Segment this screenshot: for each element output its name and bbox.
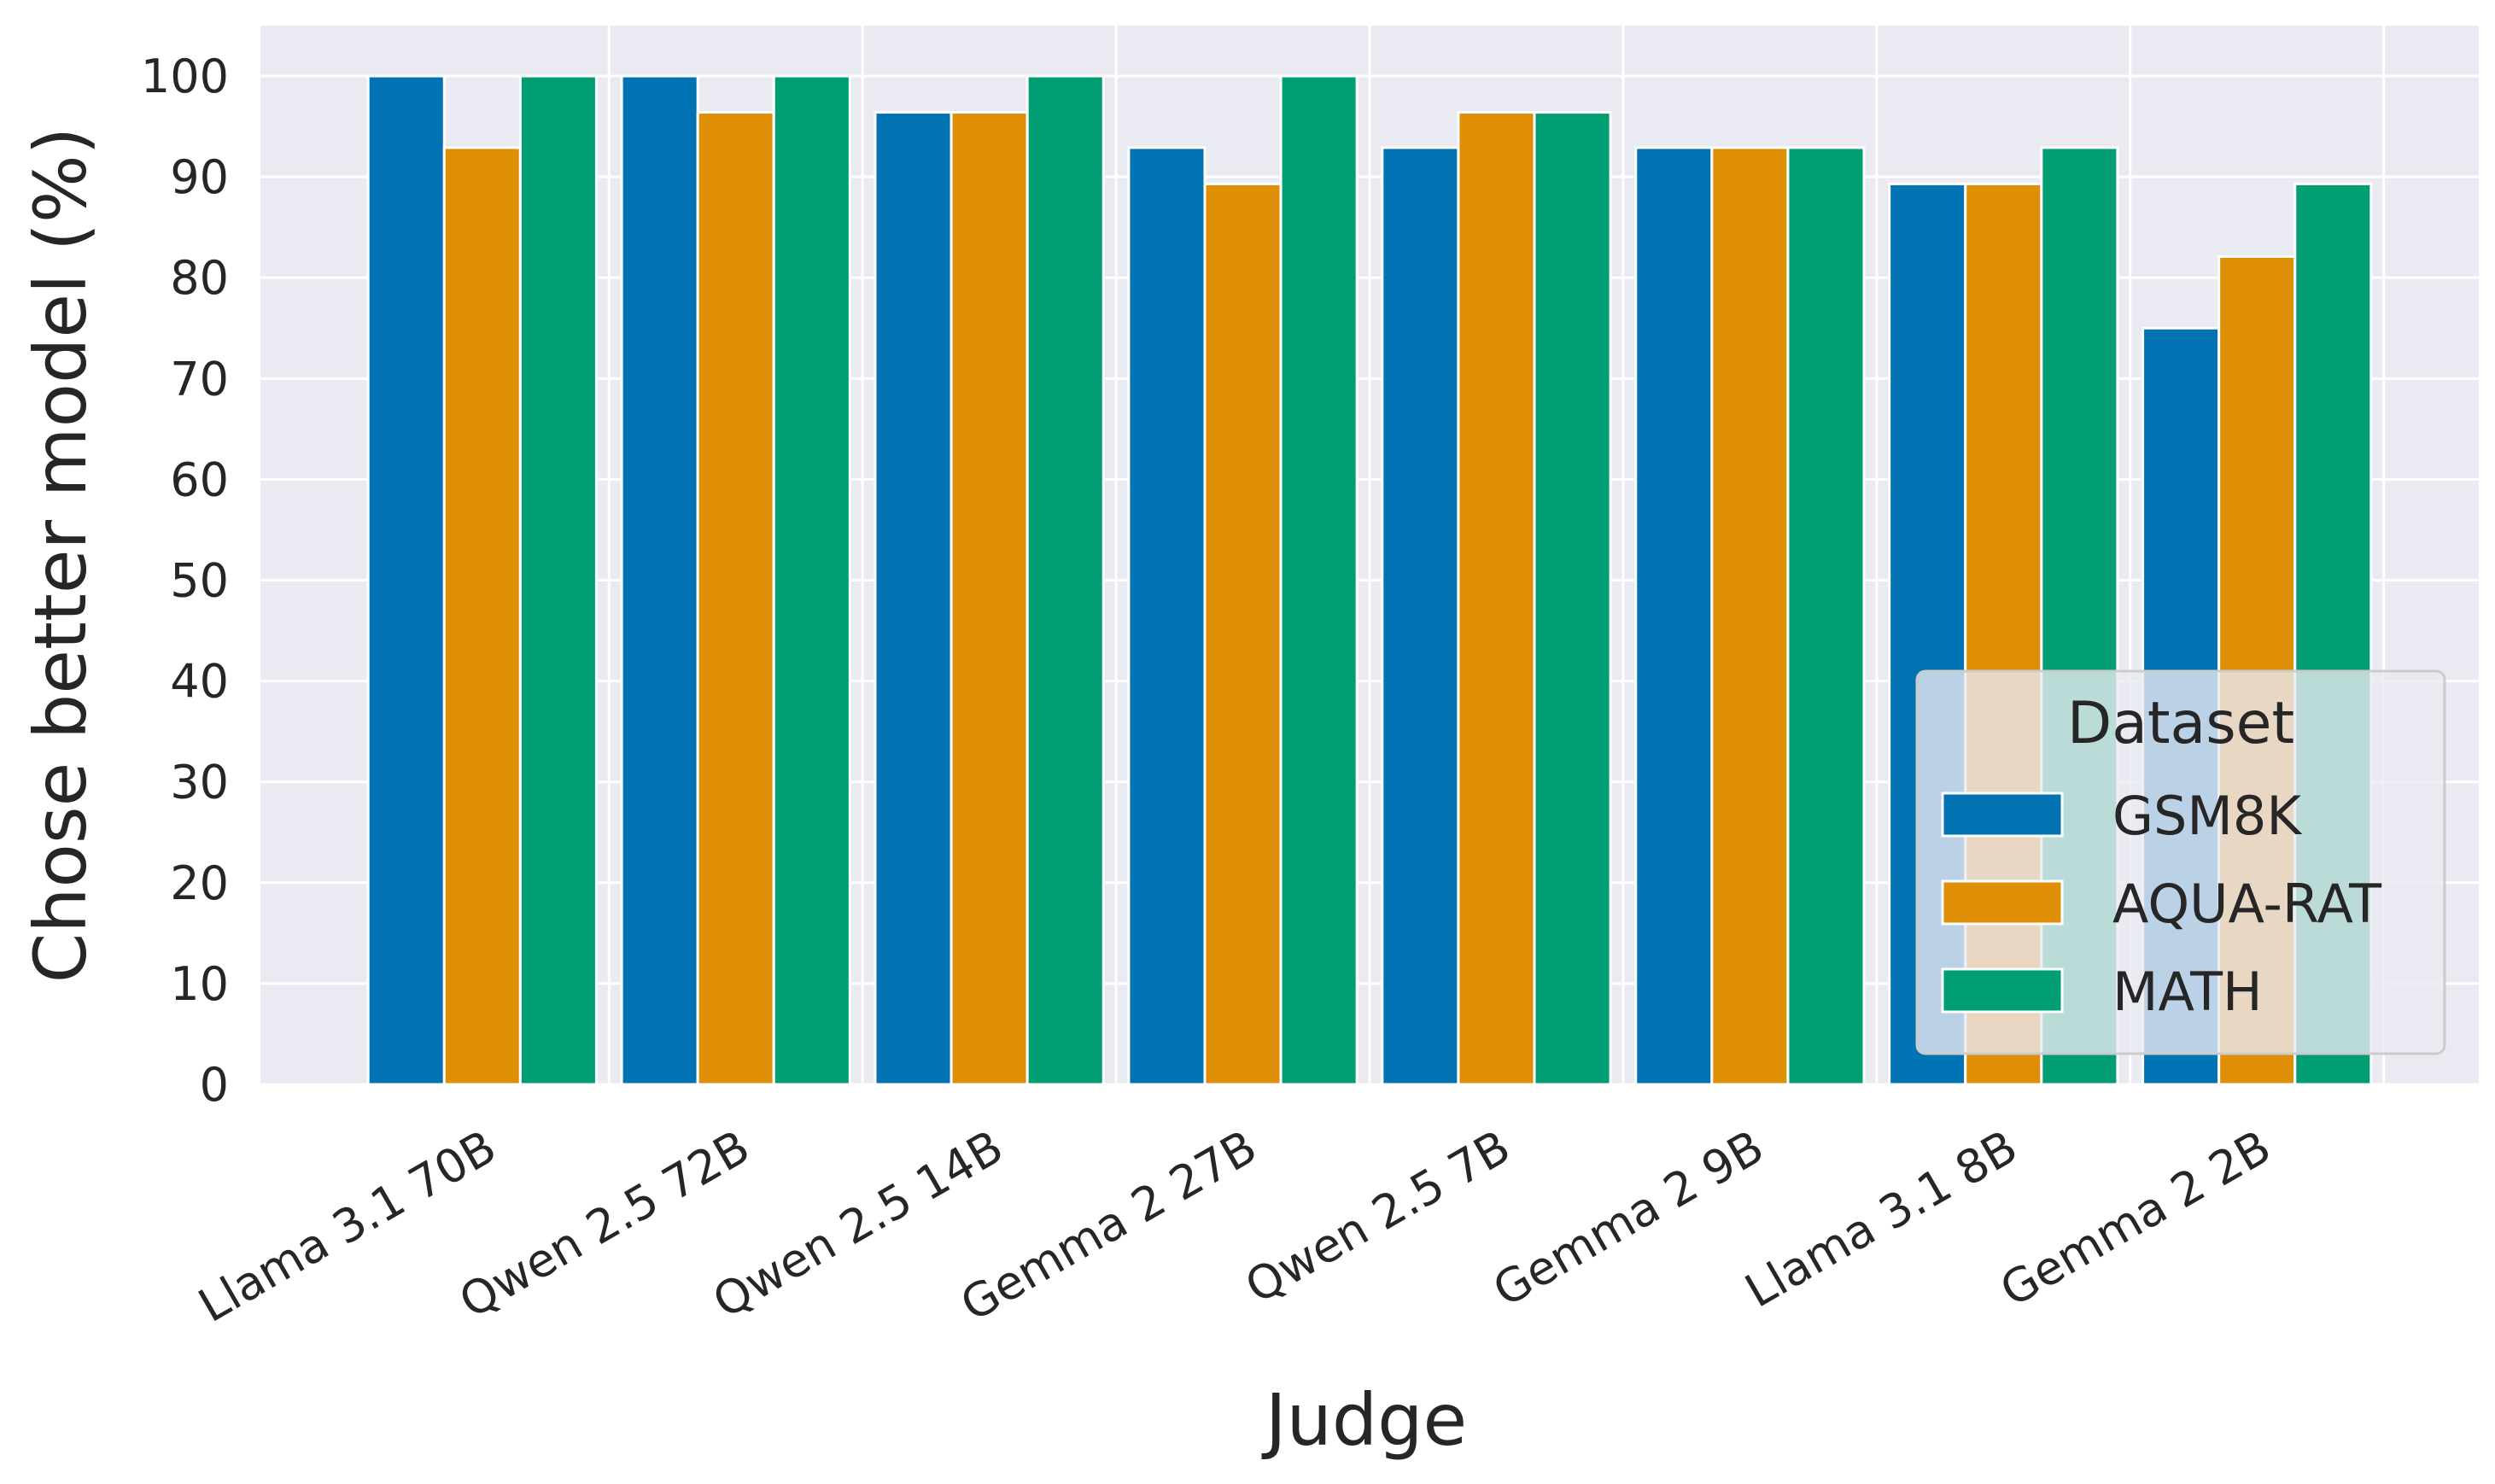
legend-label-gsm8k: GSM8K	[2112, 785, 2302, 847]
bar-aqua-rat-gemma-2-9b	[1710, 146, 1790, 1086]
legend-box	[1915, 669, 2446, 1055]
y-tick-label: 30	[170, 756, 229, 809]
bar-math-qwen-2-5-14b	[1025, 74, 1105, 1086]
legend-entries: GSM8K AQUA-RAT MATH	[1941, 785, 2382, 1023]
x-tick-label: Llama 3.1 8B	[1736, 1119, 2025, 1317]
bar-math-llama-3-1-70b	[518, 74, 598, 1086]
bar-gsm8k-qwen-2-5-72b	[620, 74, 699, 1086]
legend-title: Dataset	[2067, 690, 2294, 757]
bar-gsm8k-qwen-2-5-14b	[874, 111, 953, 1086]
x-axis-title: Judge	[1261, 1378, 1467, 1462]
legend-label-aqua-rat: AQUA-RAT	[2112, 873, 2382, 935]
y-tick-labels: 0 10 20 30 40 50 60 70 80 90 100	[141, 50, 229, 1112]
y-tick-label: 50	[170, 554, 229, 608]
x-tick-label: Llama 3.1 70B	[190, 1119, 505, 1332]
y-tick-label: 60	[170, 453, 229, 506]
bar-math-gemma-2-9b	[1786, 146, 1866, 1086]
bar-gsm8k-gemma-2-9b	[1634, 146, 1714, 1086]
legend: Dataset GSM8K AQUA-RAT MATH	[1915, 669, 2446, 1055]
bar-gsm8k-gemma-2-27b	[1127, 146, 1207, 1086]
bar-aqua-rat-llama-3-1-70b	[442, 146, 522, 1086]
legend-swatch-aqua-rat	[1941, 879, 2064, 926]
y-tick-label: 100	[141, 50, 229, 103]
bar-math-qwen-2-5-7b	[1533, 111, 1612, 1086]
y-tick-label: 40	[170, 655, 229, 709]
y-tick-label: 90	[170, 150, 229, 204]
bar-gsm8k-qwen-2-5-7b	[1381, 146, 1460, 1086]
x-tick-label: Gemma 2 2B	[1991, 1119, 2280, 1317]
y-axis-title: Chose better model (%)	[19, 127, 102, 984]
legend-swatch-gsm8k	[1941, 792, 2064, 838]
legend-swatch-math	[1941, 967, 2064, 1014]
bar-aqua-rat-gemma-2-27b	[1203, 182, 1283, 1086]
bar-math-gemma-2-27b	[1279, 74, 1359, 1086]
y-tick-label: 0	[200, 1058, 229, 1112]
bar-gsm8k-llama-3-1-70b	[366, 74, 446, 1086]
bar-aqua-rat-qwen-2-5-7b	[1457, 111, 1536, 1086]
y-tick-label: 80	[170, 251, 229, 305]
y-tick-label: 70	[170, 352, 229, 406]
bar-math-qwen-2-5-72b	[772, 74, 851, 1086]
x-tick-label: Gemma 2 9B	[1484, 1119, 1773, 1317]
x-tick-label: Qwen 2.5 7B	[1236, 1119, 1519, 1313]
bar-aqua-rat-qwen-2-5-72b	[696, 111, 775, 1086]
y-tick-label: 10	[170, 957, 229, 1011]
bar-aqua-rat-qwen-2-5-14b	[950, 111, 1029, 1086]
legend-label-math: MATH	[2112, 961, 2263, 1023]
y-tick-label: 20	[170, 856, 229, 910]
